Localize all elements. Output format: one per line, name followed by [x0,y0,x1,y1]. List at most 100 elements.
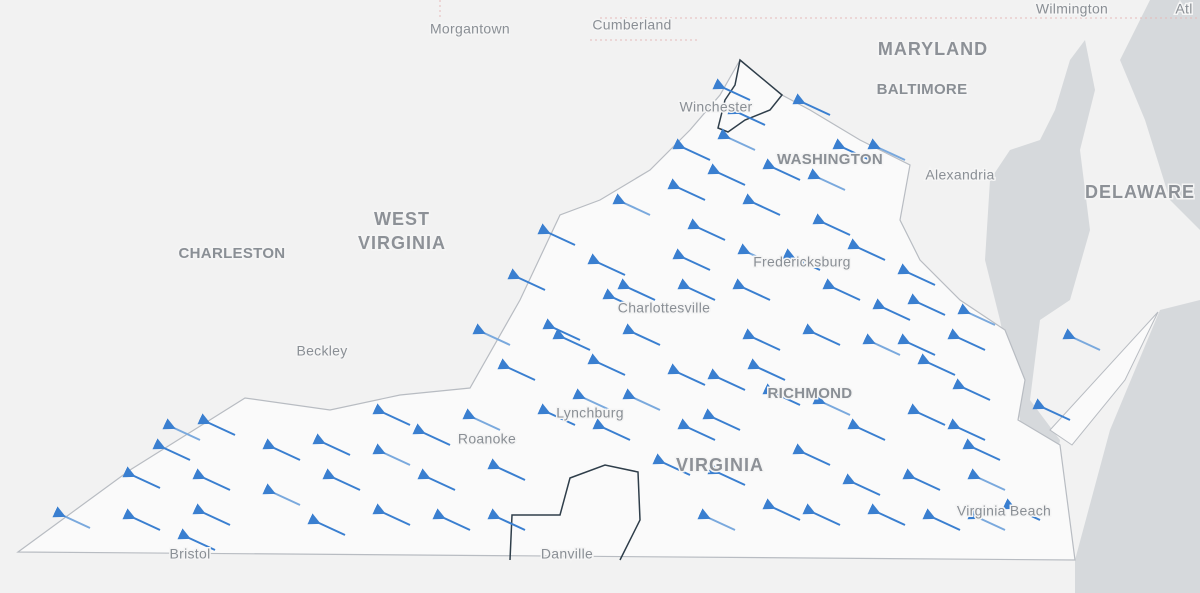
ocean [1120,0,1200,230]
place-label: RICHMOND [768,385,853,402]
wind-arrow [847,238,886,261]
wind-arrow [967,508,1006,531]
wind-arrow [552,328,591,351]
place-label: Morgantown [430,21,510,37]
wind-arrow [782,248,821,271]
wind-arrow [812,213,851,236]
wind-arrow [717,128,756,151]
wind-arrow [712,78,751,101]
place-label: VIRGINIA [358,233,446,253]
place-label: Roanoke [458,431,516,447]
wind-arrow [52,506,91,529]
place-label: Lynchburg [556,405,624,421]
place-label: Virginia Beach [957,503,1051,519]
wind-arrow [802,323,841,346]
wind-arrow [842,473,881,496]
place-label: Fredericksburg [753,254,851,270]
wind-arrow [707,368,746,391]
place-label: WEST [374,209,430,229]
wind-arrow [732,278,771,301]
wind-arrow [1002,498,1041,521]
wind-arrow [707,163,746,186]
wind-arrow [417,468,456,491]
wind-arrow [727,103,766,126]
wind-arrow [962,438,1001,461]
wind-arrow [1062,328,1101,351]
wind-arrow [592,418,631,441]
wind-arrow [807,168,846,191]
place-label: MARYLAND [878,39,988,59]
atlantic [1075,300,1200,593]
wind-arrow [792,93,831,116]
place-label: Wilmington [1036,1,1108,17]
wind-arrow [487,508,526,531]
wind-arrow [832,138,871,161]
wind-arrow [312,433,351,456]
county-outline [509,464,641,561]
wind-arrow [667,363,706,386]
place-labels: Morgantown Cumberland Wilmington MARYLAND BA… [168,0,1196,563]
wind-arrow [472,323,511,346]
wind-arrow [737,243,776,266]
wind-arrow [702,408,741,431]
place-label: BALTIMORE [877,81,968,98]
wind-arrow [372,443,411,466]
wind-arrow [677,278,716,301]
wind-arrow [862,333,901,356]
place-label: Winchester [679,99,752,115]
place-label: VIRGINIA [676,455,764,475]
place-label: Beckley [296,343,347,359]
wind-arrow [652,453,691,476]
wind-arrow [432,508,471,531]
wind-arrow [122,508,161,531]
wind-arrow [872,298,911,321]
wind-arrow [177,528,216,551]
wind-arrow [307,513,346,536]
wind-arrow [622,323,661,346]
wind-arrow [847,418,886,441]
state-border [439,0,1200,41]
wind-arrow [902,468,941,491]
wind-arrow [192,468,231,491]
wind-arrow [742,328,781,351]
wind-arrow [412,423,451,446]
wind-arrow [897,333,936,356]
wind-arrow [612,193,651,216]
place-label: Atl [1175,1,1192,17]
wind-arrow [487,458,526,481]
wind-arrow [802,503,841,526]
wind-arrow [762,383,801,406]
place-label: DELAWARE [1085,182,1195,202]
wind-arrow [197,413,236,436]
wind-arrow [677,418,716,441]
wind-arrow [922,508,961,531]
wind-arrow [697,508,736,531]
wind-arrow [372,503,411,526]
wind-arrow [947,328,986,351]
wind-arrow [742,193,781,216]
wind-arrow [622,388,661,411]
wind-arrow [617,278,656,301]
place-label: Alexandria [925,167,994,183]
wind-arrow [687,218,726,241]
wind-arrow [707,463,746,486]
wind-arrow [262,483,301,506]
wind-arrow [262,438,301,461]
wind-arrow [497,358,536,381]
wind-arrow [952,378,991,401]
wind-arrow [507,268,546,291]
wind-arrow [672,248,711,271]
place-label: Bristol [170,546,211,562]
place-label: Cumberland [592,17,671,33]
wind-arrow [667,178,706,201]
wind-arrow [957,303,996,326]
eastern-shore [1049,311,1159,446]
wind-arrow [867,503,906,526]
place-label: Danville [541,546,593,562]
wind-arrow [537,223,576,246]
wind-arrow [162,418,201,441]
wind-arrow [947,418,986,441]
wind-arrow [152,438,191,461]
wind-arrow [462,408,501,431]
